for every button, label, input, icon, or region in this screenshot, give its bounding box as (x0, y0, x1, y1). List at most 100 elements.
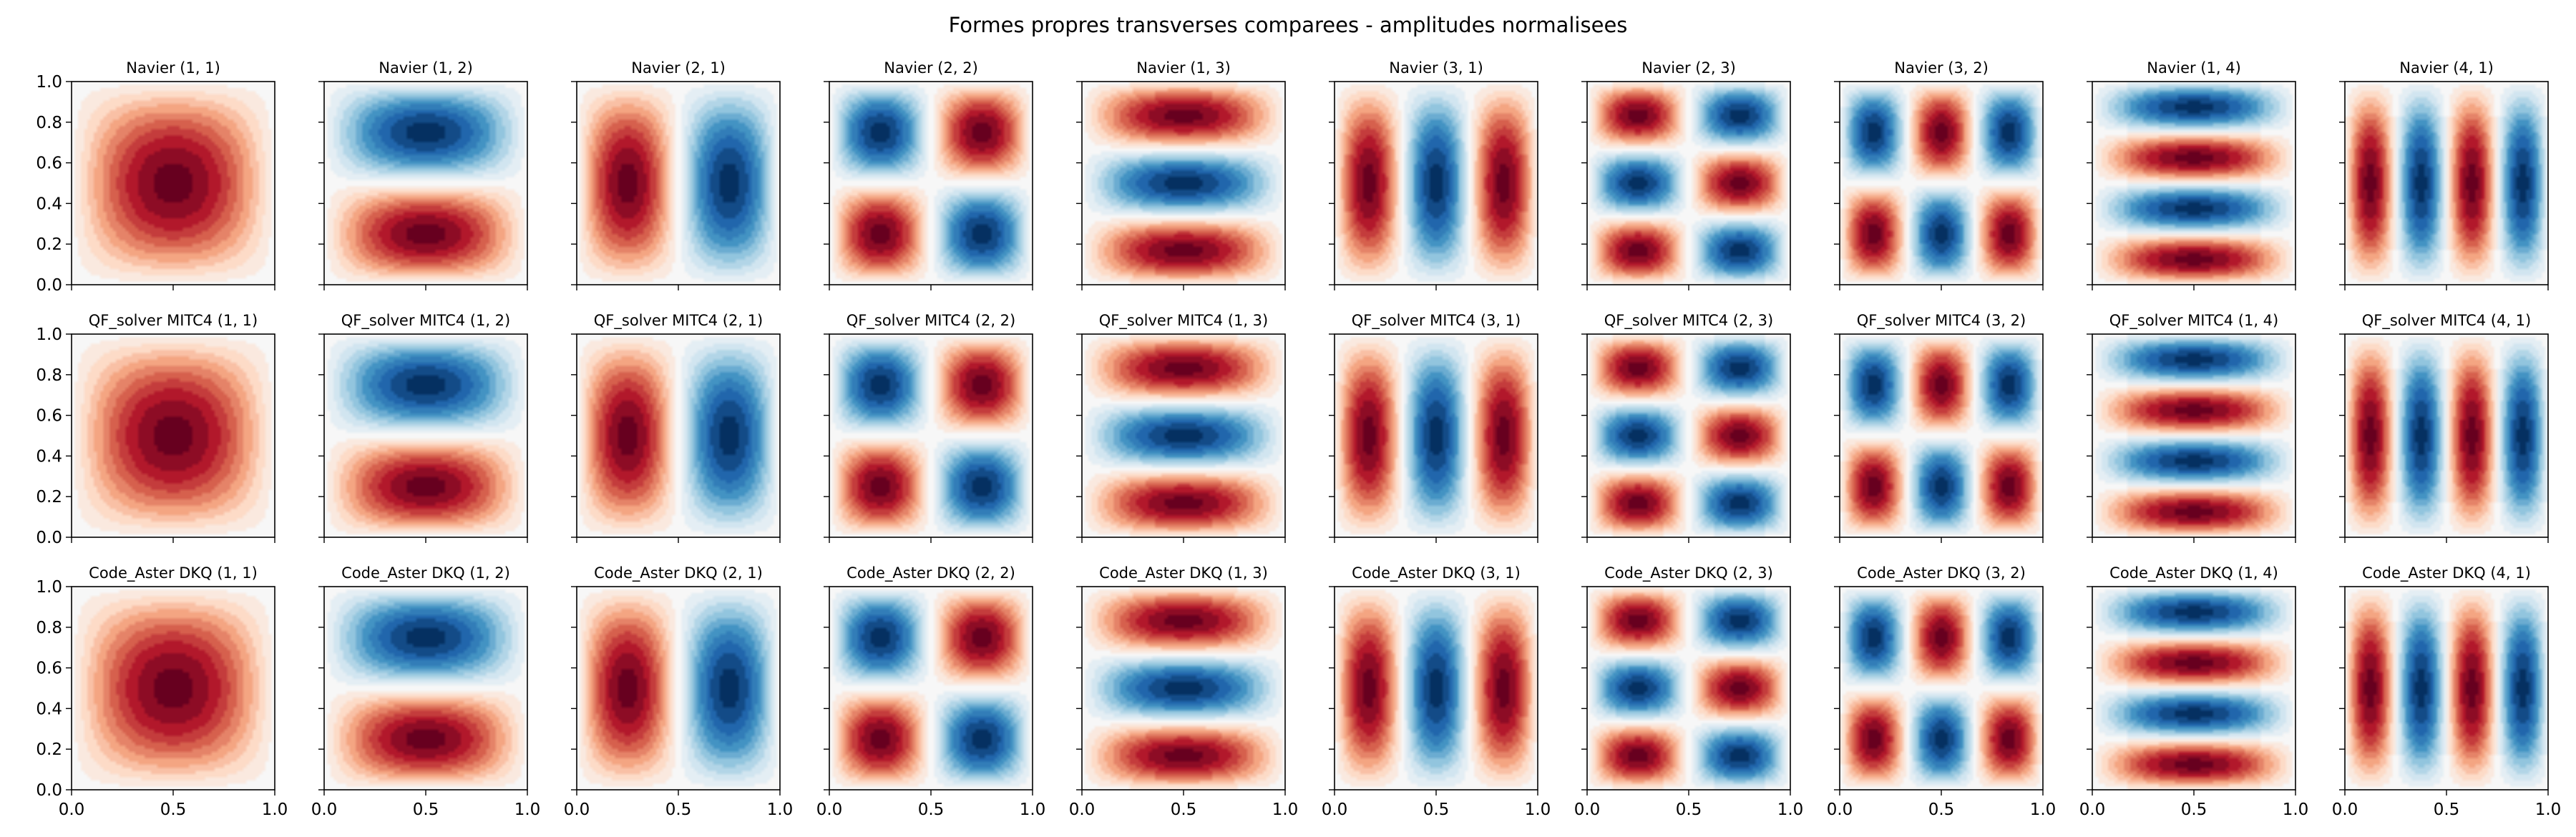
x-tick-label: 0.0 (816, 801, 843, 819)
mode-shape-field (324, 587, 527, 790)
mode-panel: Code_Aster DKQ (2, 1) 0.0 0.5 1.0 (564, 564, 794, 819)
x-tick-label: 0.5 (1928, 801, 1955, 819)
panel-title: QF_solver MITC4 (2, 3) (1604, 312, 1773, 330)
mode-panel: Code_Aster DKQ (1, 2) 0.0 0.5 1.0 (311, 564, 541, 819)
panel-title: Navier (1, 3) (1136, 59, 1231, 77)
mode-panel: Code_Aster DKQ (2, 3) 0.0 0.5 1.0 (1574, 564, 1804, 819)
mode-shape-field (577, 587, 780, 790)
mode-panel: Code_Aster DKQ (3, 2) 0.0 0.5 1.0 (1827, 564, 2057, 819)
mode-shape-field (2345, 587, 2548, 790)
mode-shape-field (1335, 587, 1538, 790)
x-tick-label: 0.0 (564, 801, 590, 819)
mode-shape-field (2092, 587, 2296, 790)
x-tick-label: 0.0 (1827, 801, 1853, 819)
mode-panel: Code_Aster DKQ (4, 1) 0.0 0.5 1.0 (2332, 564, 2562, 819)
figure-title: Formes propres transverses comparees - a… (949, 13, 1628, 37)
mode-shape-field (577, 334, 780, 537)
mode-shape-field (1082, 334, 1285, 537)
y-tick-label: 0.6 (36, 660, 62, 678)
panel-title: Code_Aster DKQ (3, 1) (1352, 564, 1521, 582)
mode-shape-field (1335, 82, 1538, 285)
panel-title: QF_solver MITC4 (1, 1) (89, 312, 258, 330)
panel-title: QF_solver MITC4 (1, 2) (341, 312, 510, 330)
mode-shape-field (829, 587, 1033, 790)
y-tick-label: 0.6 (36, 155, 62, 173)
mode-panel: Code_Aster DKQ (3, 1) 0.0 0.5 1.0 (1322, 564, 1551, 819)
mode-panel: QF_solver MITC4 (1, 4) (2087, 312, 2296, 543)
x-tick-label: 0.0 (1574, 801, 1601, 819)
mode-shape-field (1082, 587, 1285, 790)
panel-title: Code_Aster DKQ (4, 1) (2362, 564, 2531, 582)
mode-panel: Navier (1, 2) (318, 59, 528, 290)
x-tick-label: 0.5 (413, 801, 439, 819)
x-tick-label: 1.0 (1020, 801, 1046, 819)
x-tick-label: 0.5 (918, 801, 945, 819)
mode-shape-field (2092, 82, 2296, 285)
mode-shape-field (2345, 334, 2548, 537)
mode-shape-field (2092, 334, 2296, 537)
panel-title: Code_Aster DKQ (1, 1) (89, 564, 258, 582)
mode-shape-field (829, 82, 1033, 285)
x-tick-label: 0.0 (2079, 801, 2106, 819)
mode-shape-field (72, 587, 275, 790)
x-tick-label: 0.0 (311, 801, 338, 819)
panel-title: Navier (3, 1) (1389, 59, 1483, 77)
panel-title: QF_solver MITC4 (3, 2) (1857, 312, 2026, 330)
y-tick-label: 0.0 (36, 529, 62, 547)
panel-title: Navier (1, 1) (126, 59, 220, 77)
mode-panel: Code_Aster DKQ (2, 2) 0.0 0.5 1.0 (816, 564, 1046, 819)
mode-shape-field (1587, 82, 1790, 285)
mode-panel: Navier (1, 4) (2087, 59, 2296, 290)
panel-title: Navier (4, 1) (2399, 59, 2494, 77)
mode-panel: Code_Aster DKQ (1, 1) 0.0 0.2 0.4 0.6 0.8 1.0 0… (36, 564, 288, 819)
mode-panel: Navier (1, 1) 0.0 0.2 0.4 0.6 0.8 1.0 (36, 59, 275, 295)
panel-title: QF_solver MITC4 (4, 1) (2362, 312, 2531, 330)
mode-shape-field (1587, 334, 1790, 537)
y-tick-label: 0.4 (36, 447, 62, 466)
y-tick-label: 0.4 (36, 195, 62, 213)
panel-title: Code_Aster DKQ (1, 2) (341, 564, 510, 582)
y-tick-label: 0.8 (36, 114, 62, 132)
mode-shape-field (324, 82, 527, 285)
x-tick-label: 0.0 (2332, 801, 2358, 819)
mode-panel: Navier (3, 2) (1834, 59, 2044, 290)
mode-shape-field (1840, 82, 2043, 285)
panel-title: Code_Aster DKQ (2, 3) (1604, 564, 1773, 582)
y-tick-label: 0.0 (36, 276, 62, 295)
y-tick-label: 0.2 (36, 488, 62, 506)
mode-panel: QF_solver MITC4 (2, 1) (571, 312, 781, 543)
x-tick-label: 0.0 (1069, 801, 1096, 819)
y-tick-label: 0.8 (36, 619, 62, 637)
mode-shape-field (72, 334, 275, 537)
mode-shape-field (324, 334, 527, 537)
mode-panel: QF_solver MITC4 (1, 2) (318, 312, 528, 543)
y-tick-label: 1.0 (36, 326, 62, 344)
y-tick-label: 0.4 (36, 700, 62, 718)
mode-panel: Navier (1, 3) (1076, 59, 1286, 290)
panel-title: QF_solver MITC4 (3, 1) (1352, 312, 1521, 330)
x-tick-label: 0.5 (665, 801, 692, 819)
panel-title: Code_Aster DKQ (2, 2) (847, 564, 1015, 582)
mode-shape-field (72, 82, 275, 285)
panel-title: Code_Aster DKQ (2, 1) (594, 564, 763, 582)
mode-shape-field (829, 334, 1033, 537)
panel-title: Code_Aster DKQ (1, 4) (2109, 564, 2278, 582)
mode-panel: QF_solver MITC4 (3, 2) (1834, 312, 2044, 543)
mode-shape-field (2345, 82, 2548, 285)
x-tick-label: 0.5 (1171, 801, 1197, 819)
mode-panel: Code_Aster DKQ (1, 4) 0.0 0.5 1.0 (2079, 564, 2309, 819)
panel-title: Navier (2, 1) (631, 59, 726, 77)
y-tick-label: 1.0 (36, 73, 62, 92)
mode-shape-field (1587, 587, 1790, 790)
mode-panel: QF_solver MITC4 (1, 3) (1076, 312, 1286, 543)
panel-title: Navier (2, 2) (884, 59, 978, 77)
panel-title: Code_Aster DKQ (1, 3) (1099, 564, 1268, 582)
x-tick-label: 0.5 (2434, 801, 2460, 819)
panel-title: QF_solver MITC4 (2, 1) (594, 312, 763, 330)
mode-shape-field (1335, 334, 1538, 537)
mode-panel: QF_solver MITC4 (1, 1) 0.0 0.2 0.4 0.6 0.8 1.0 (36, 312, 275, 547)
mode-panel: Navier (2, 3) (1581, 59, 1791, 290)
x-tick-label: 0.0 (1322, 801, 1348, 819)
mode-panel: Navier (3, 1) (1329, 59, 1538, 290)
